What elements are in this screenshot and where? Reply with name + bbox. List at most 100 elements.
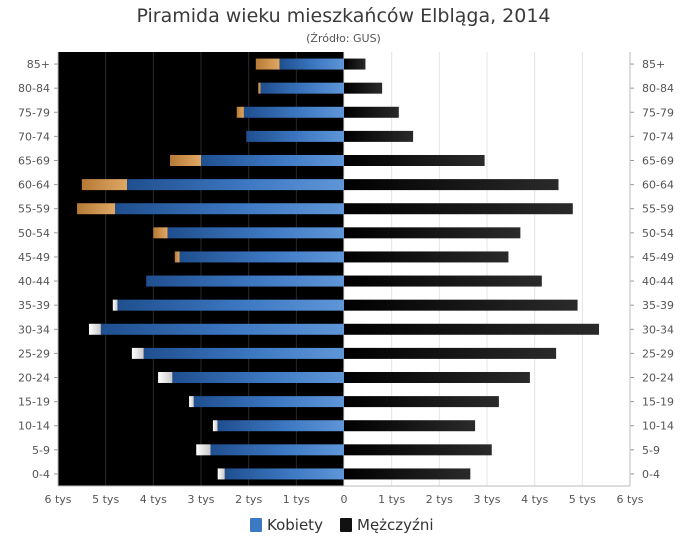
- category-label-right: 5-9: [642, 444, 660, 457]
- bar-mezczyzni-0-4: [344, 468, 471, 480]
- bar-mezczyzni-25-29: [344, 347, 557, 359]
- bar-kobiety-80-84: [260, 82, 344, 94]
- legend-item-mezczyzni[interactable]: Mężczyźni: [340, 516, 434, 534]
- bar-kobiety-20-24: [172, 372, 344, 383]
- excess-bar-50-54: [153, 227, 168, 239]
- excess-bar-15-19: [189, 396, 194, 408]
- bar-kobiety-5-9: [210, 444, 344, 456]
- category-label-right: 30-34: [642, 323, 674, 336]
- category-label-left: 20-24: [18, 372, 50, 385]
- bar-mezczyzni-60-64: [344, 179, 559, 191]
- category-label-right: 50-54: [642, 227, 674, 240]
- excess-bar-30-34: [88, 323, 101, 335]
- category-label-left: 40-44: [18, 275, 50, 288]
- category-label-left: 25-29: [18, 347, 50, 360]
- bar-kobiety-35-39: [117, 299, 344, 311]
- category-label-left: 55-59: [18, 203, 50, 216]
- excess-bar-75-79: [236, 106, 244, 118]
- x-tick-label-left: 4 tys: [140, 493, 167, 506]
- axis-layer: 85+ 85+ 80-84 80-84 75-79 75-79 70-74 70-74 65-6…: [18, 52, 674, 506]
- legend: Kobiety Mężczyźni: [0, 516, 687, 538]
- excess-bar-85+: [255, 58, 280, 70]
- bar-mezczyzni-80-84: [344, 82, 383, 94]
- legend-label-kobiety: Kobiety: [267, 516, 323, 534]
- category-label-right: 80-84: [642, 82, 674, 95]
- legend-item-kobiety[interactable]: Kobiety: [250, 516, 323, 534]
- x-tick-label-left: 6 tys: [44, 493, 71, 506]
- category-label-right: 15-19: [642, 396, 674, 409]
- category-label-left: 35-39: [18, 299, 50, 312]
- bar-mezczyzni-45-49: [344, 251, 509, 263]
- grid-layer: [57, 52, 631, 486]
- x-tick-label-left: 5 tys: [92, 493, 119, 506]
- category-label-right: 70-74: [642, 130, 674, 143]
- category-label-right: 75-79: [642, 106, 674, 119]
- x-tick-label-right: 3 tys: [473, 493, 500, 506]
- category-label-left: 15-19: [18, 396, 50, 409]
- bar-kobiety-25-29: [143, 347, 344, 359]
- category-label-left: 5-9: [32, 444, 50, 457]
- excess-bar-35-39: [112, 299, 118, 311]
- category-label-left: 80-84: [18, 82, 50, 95]
- bar-kobiety-45-49: [179, 251, 344, 263]
- x-tick-label-right: 2 tys: [426, 493, 453, 506]
- bar-mezczyzni-55-59: [344, 203, 573, 215]
- excess-bar-10-14: [212, 420, 218, 432]
- excess-bar-80-84: [258, 82, 261, 94]
- x-tick-label-right: 4 tys: [521, 493, 548, 506]
- category-label-left: 75-79: [18, 106, 50, 119]
- bar-kobiety-75-79: [243, 106, 344, 118]
- excess-bar-20-24: [158, 372, 173, 383]
- chart-subtitle: (Źródło: GUS): [306, 32, 381, 45]
- bar-mezczyzni-20-24: [344, 372, 530, 383]
- category-label-right: 20-24: [642, 372, 674, 385]
- category-label-left: 50-54: [18, 227, 50, 240]
- legend-swatch-kobiety: [250, 518, 262, 532]
- bar-mezczyzni-30-34: [344, 323, 600, 335]
- bar-mezczyzni-35-39: [344, 299, 578, 311]
- bar-mezczyzni-15-19: [344, 396, 499, 408]
- bar-kobiety-40-44: [146, 275, 344, 287]
- category-label-right: 85+: [642, 58, 665, 71]
- legend-swatch-mezczyzni: [340, 518, 352, 532]
- category-label-right: 25-29: [642, 347, 674, 360]
- excess-bar-0-4: [217, 468, 225, 480]
- bar-mezczyzni-10-14: [344, 420, 476, 432]
- category-label-left: 60-64: [18, 179, 50, 192]
- excess-bar-45-49: [174, 251, 180, 263]
- category-label-left: 70-74: [18, 130, 50, 143]
- excess-bar-25-29: [131, 347, 144, 359]
- x-tick-label-left: 3 tys: [187, 493, 214, 506]
- category-label-left: 65-69: [18, 155, 50, 168]
- category-label-right: 45-49: [642, 251, 674, 264]
- category-label-right: 0-4: [642, 468, 660, 481]
- bar-mezczyzni-5-9: [344, 444, 492, 456]
- chart-title: Piramida wieku mieszkańców Elbląga, 2014: [136, 5, 551, 27]
- bar-mezczyzni-85+: [344, 58, 366, 70]
- x-tick-label-right: 6 tys: [616, 493, 643, 506]
- bar-mezczyzni-65-69: [344, 155, 485, 166]
- bar-mezczyzni-75-79: [344, 106, 399, 118]
- bar-kobiety-55-59: [115, 203, 344, 215]
- bar-kobiety-15-19: [193, 396, 344, 408]
- x-tick-label-left: 1 tys: [283, 493, 310, 506]
- x-tick-label-right: 5 tys: [569, 493, 596, 506]
- category-label-left: 85+: [27, 58, 50, 71]
- category-label-right: 55-59: [642, 203, 674, 216]
- excess-bar-65-69: [170, 155, 201, 166]
- bar-kobiety-85+: [279, 58, 344, 70]
- category-label-left: 10-14: [18, 420, 50, 433]
- bar-kobiety-65-69: [201, 155, 344, 166]
- category-label-right: 35-39: [642, 299, 674, 312]
- bar-layer: [77, 58, 600, 480]
- bar-kobiety-70-74: [246, 130, 344, 142]
- bar-mezczyzni-50-54: [344, 227, 521, 239]
- category-label-left: 0-4: [32, 468, 50, 481]
- bar-mezczyzni-70-74: [344, 130, 414, 142]
- bar-kobiety-10-14: [217, 420, 344, 432]
- category-label-right: 40-44: [642, 275, 674, 288]
- bar-kobiety-50-54: [167, 227, 344, 239]
- category-label-right: 65-69: [642, 155, 674, 168]
- x-tick-label-left: 0: [341, 493, 348, 506]
